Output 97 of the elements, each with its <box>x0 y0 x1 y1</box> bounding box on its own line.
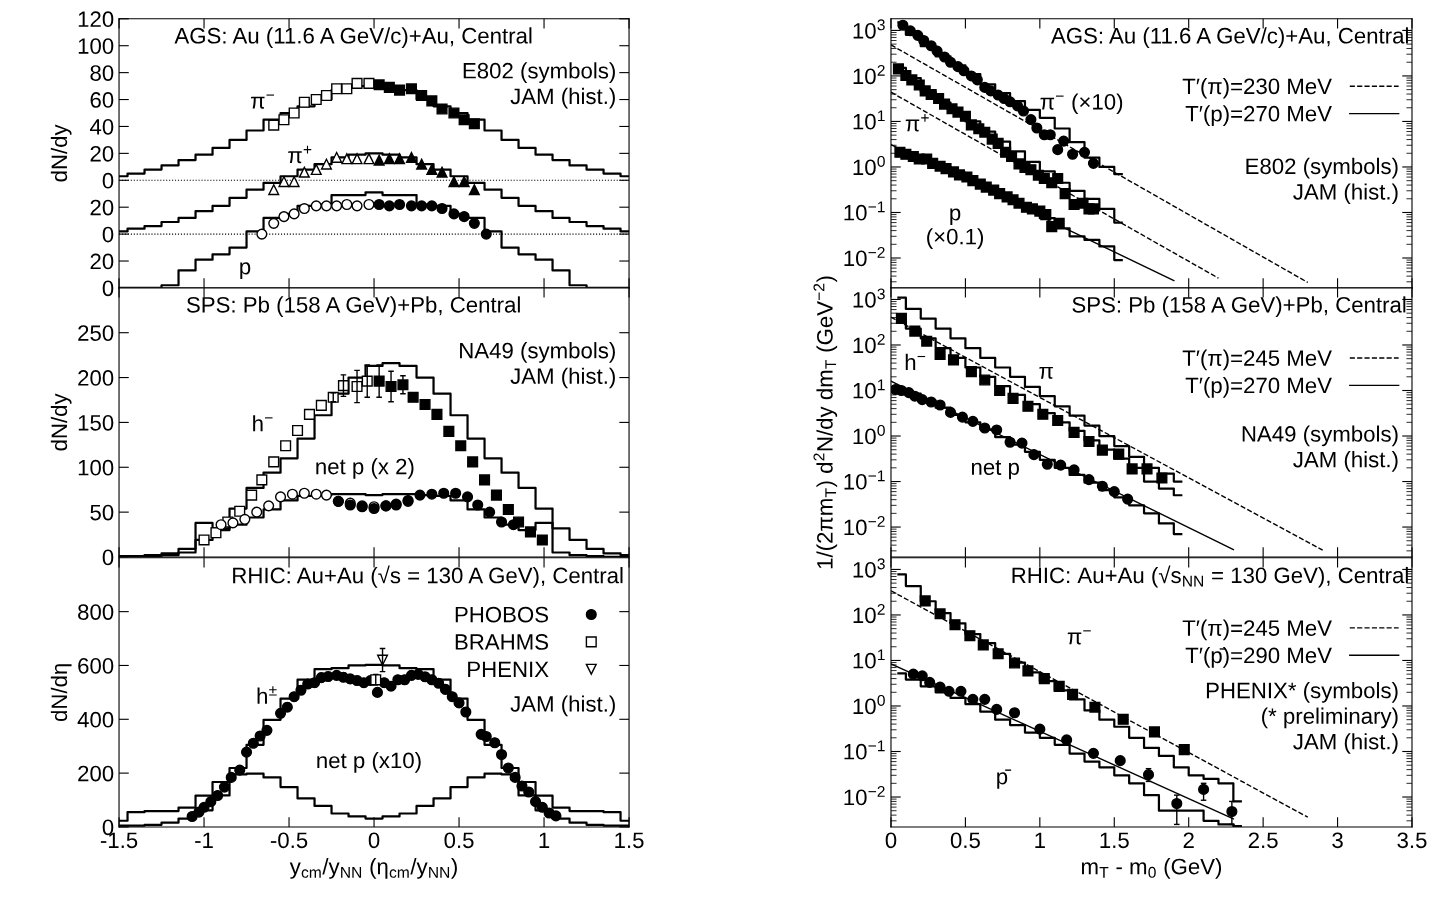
y-tick-label: 10$^{2}$ <box>853 603 885 624</box>
x-tick-label: 2.5 <box>1248 832 1278 849</box>
chart-title: SPS: Pb (158 A GeV)+Pb, Central <box>1072 296 1406 318</box>
x-tick-label: -0.5 <box>270 832 308 849</box>
y-tick-label: 10$^{2}$ <box>853 333 885 354</box>
chart-title: AGS: Au (11.6 A GeV/c)+Au, Central <box>1051 27 1408 48</box>
y-tick-label: 0 <box>102 172 114 189</box>
x-axis-title: m$_{T}$ - m$_{0}$ (GeV) <box>1081 858 1222 879</box>
y-tick-label: 100 <box>78 38 114 54</box>
legend-label: PHOBOS <box>455 606 549 623</box>
y-tick-label: 10$^{−1}$ <box>844 470 885 490</box>
y-tick-label: 0 <box>102 549 114 566</box>
x-tick-label: 2 <box>1183 832 1194 848</box>
y-tick-label: 60 <box>90 92 114 108</box>
y-tick-label: 400 <box>77 711 114 728</box>
legend-label: PHENIX <box>468 661 549 677</box>
annotation: h$^{−}$ <box>253 415 273 432</box>
x-tick-label: 1.5 <box>615 832 644 849</box>
annotation: π <box>1039 366 1053 379</box>
y-tick-label: 10$^{0}$ <box>853 694 885 715</box>
annotation: net p (x10) <box>317 752 421 773</box>
x-tick-label: -1 <box>195 832 213 848</box>
annotation: JAM (hist.) <box>1293 183 1398 205</box>
y-tick-label: 80 <box>90 65 114 81</box>
annotation: JAM (hist.) <box>1293 733 1398 754</box>
annotation: π$^{−}$ <box>1067 630 1091 645</box>
chart-title: AGS: Au (11.6 A GeV/c)+Au, Central <box>174 27 532 48</box>
y-tick-label: 10$^{3}$ <box>853 288 885 308</box>
annotation: E802 (symbols) <box>1246 157 1398 179</box>
y-tick-label: 10$^{−1}$ <box>844 201 885 221</box>
y-tick-label: 10$^{2}$ <box>853 64 885 85</box>
y-axis-title: dN/dη <box>50 664 72 722</box>
annotation: π$^{−}$ <box>251 94 275 109</box>
y-tick-label: 600 <box>78 658 114 674</box>
annotation: NA49 (symbols) <box>460 342 615 363</box>
chart-title: RHIC: Au+Au (√s = 130 A GeV), Central <box>233 565 623 588</box>
annotation: JAM (hist.) <box>1293 451 1398 472</box>
legend-label: T′(π)=245 MeV <box>1182 349 1332 371</box>
y-tick-label: 10$^{−2}$ <box>844 516 885 536</box>
annotation: net p (x 2) <box>316 458 414 479</box>
y-tick-label: 40 <box>89 118 114 135</box>
annotation: p̄ <box>997 769 1012 789</box>
x-tick-label: 0.5 <box>950 832 980 849</box>
annotation: JAM (hist.) <box>510 695 615 717</box>
annotation: h$^{±}$ <box>257 686 277 704</box>
annotation: p (×0.1) <box>927 208 984 249</box>
x-tick-label: 0.5 <box>444 832 474 849</box>
annotation: net p <box>971 460 1019 480</box>
y-tick-label: 10$^{−2}$ <box>844 785 885 806</box>
legend-label: T′(p)=270 MeV <box>1185 377 1332 398</box>
y-tick-label: 10$^{1}$ <box>853 379 885 399</box>
y-tick-label: 10$^{3}$ <box>853 558 885 578</box>
legend-label: BRAHMS <box>455 634 549 650</box>
y-tick-label: 100 <box>78 459 114 476</box>
y-tick-label: 10$^{1}$ <box>853 649 885 669</box>
y-tick-label: 10$^{0}$ <box>853 155 885 176</box>
y-tick-label: 10$^{−2}$ <box>844 246 885 267</box>
annotation: p <box>240 262 251 279</box>
y-tick-label: 150 <box>78 414 114 431</box>
y-tick-label: 800 <box>78 604 114 620</box>
y-tick-label: 200 <box>78 370 114 386</box>
y-tick-label: 10$^{3}$ <box>853 19 885 39</box>
chart-title: RHIC: Au+Au (√s$_{NN}$ = 130 GeV), Central <box>1012 565 1408 588</box>
annotation: h$^{−}$ <box>905 353 926 370</box>
legend-label: T′(p)=270 MeV <box>1185 105 1332 126</box>
annotation: π$^{+}$ <box>905 114 929 132</box>
y-axis-title: dN/dy <box>50 124 72 182</box>
x-tick-label: 1.5 <box>1100 832 1129 849</box>
annotation: E802 (symbols) <box>463 62 615 83</box>
y-tick-label: 10$^{1}$ <box>853 110 885 130</box>
legend-label: T′(p̄)=290 MeV <box>1185 646 1332 668</box>
y-axis-title: dN/dy <box>50 393 72 451</box>
y-tick-label: 200 <box>78 765 114 782</box>
y-tick-label: 50 <box>90 504 114 521</box>
x-tick-label: 0 <box>368 832 380 849</box>
annotation: JAM (hist.) <box>510 87 615 109</box>
annotation: NA49 (symbols) <box>1242 425 1398 447</box>
annotation: PHENIX* (symbols) <box>1206 682 1398 703</box>
annotation: π$^{−}$ (×10) <box>1040 93 1123 115</box>
x-tick-label: 1 <box>539 832 550 848</box>
chart-title: SPS: Pb (158 A GeV)+Pb, Central <box>186 296 520 318</box>
y-tick-label: 20 <box>90 145 114 162</box>
annotation: JAM (hist.) <box>510 367 615 389</box>
legend-label: T′(π)=230 MeV <box>1182 77 1332 99</box>
x-tick-label: 3.5 <box>1397 832 1427 849</box>
text: 1/(2πm$_{T}$) d$^{2}$N/dy dm$_{T}$ (GeV$^{−2}$) <box>813 276 838 569</box>
text: y$_{cm}$/y$_{NN}$ (η$_{cm}$/y$_{NN}$) <box>289 858 457 879</box>
annotation: π$^{+}$ <box>288 145 312 164</box>
x-tick-label: 0 <box>885 832 897 849</box>
x-tick-label: 3 <box>1332 832 1343 849</box>
y-tick-label: 250 <box>78 325 114 341</box>
y-tick-label: 10$^{0}$ <box>853 424 885 445</box>
x-tick-label: 1 <box>1035 832 1045 848</box>
annotation: (* preliminary) <box>1262 707 1398 729</box>
y-tick-label: 10$^{−1}$ <box>844 740 885 760</box>
legend-label: T′(π)=245 MeV <box>1182 619 1332 641</box>
y-tick-label: 120 <box>78 11 114 28</box>
